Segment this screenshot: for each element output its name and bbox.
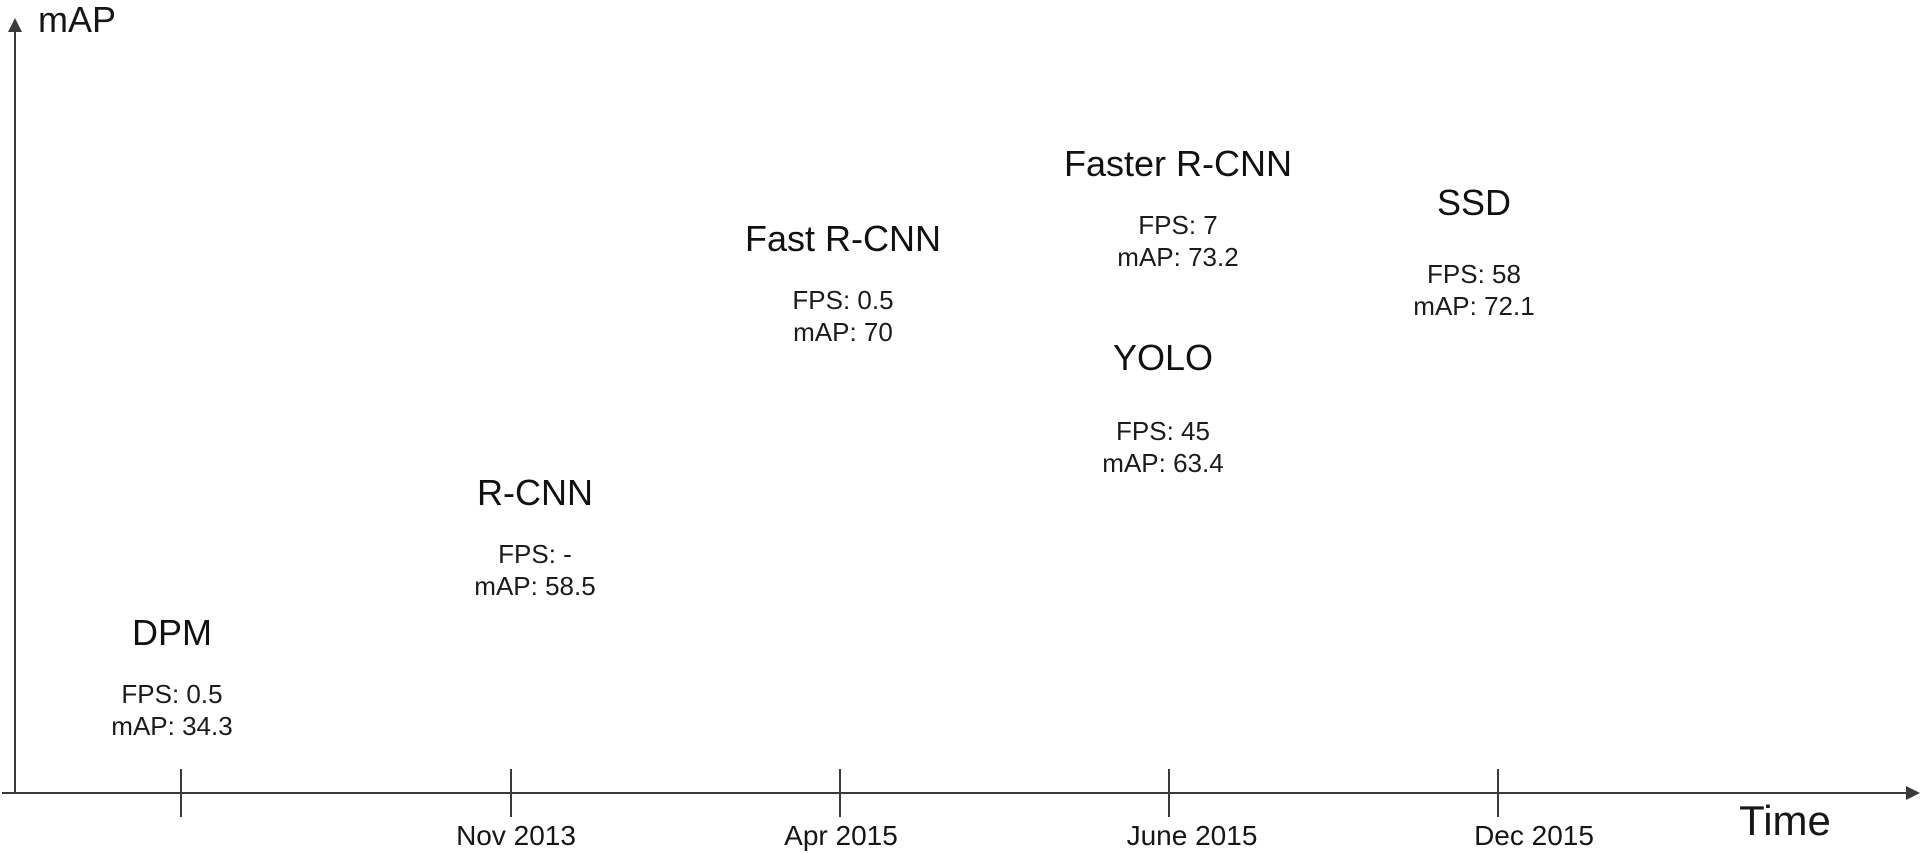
model-map-value: mAP: 34.3 [111,711,233,741]
model-map-value: mAP: 63.4 [1102,448,1224,478]
x-axis-arrow-icon [1906,786,1920,800]
x-tick-label: June 2015 [1126,820,1258,851]
model-annotation-faster-rcnn: Faster R-CNN FPS: 7 mAP: 73.2 [1064,143,1292,273]
model-fps-value: FPS: 7 [1138,210,1218,240]
model-fps-value: FPS: 45 [1116,416,1210,446]
model-fps-value: FPS: 58 [1427,259,1521,289]
model-name: R-CNN [477,472,593,513]
x-tick-label: Nov 2013 [456,820,576,851]
x-axis-tick [1497,769,1499,817]
x-axis-tick [1168,769,1170,817]
y-axis-line [14,30,16,794]
model-name: Faster R-CNN [1063,143,1293,184]
model-annotation-dpm: DPM FPS: 0.5 mAP: 34.3 [111,612,232,742]
x-axis-line [2,792,1908,794]
x-tick-label: Dec 2015 [1474,820,1594,851]
model-fps-value: FPS: 0.5 [121,679,223,709]
model-map-value: mAP: 73.2 [1117,242,1239,272]
model-annotation-rcnn: R-CNN FPS: - mAP: 58.5 [474,472,595,602]
model-map-value: mAP: 72.1 [1413,291,1535,321]
y-axis-label: mAP [38,0,117,40]
model-name: Fast R-CNN [745,218,941,259]
model-fps-value: FPS: 0.5 [792,285,894,315]
model-annotation-ssd: SSD FPS: 58 mAP: 72.1 [1413,182,1534,322]
model-name: DPM [132,612,212,653]
model-name: YOLO [1112,337,1214,378]
model-map-value: mAP: 70 [793,317,893,347]
model-annotation-fast-rcnn: Fast R-CNN FPS: 0.5 mAP: 70 [745,218,941,348]
y-axis-arrow-icon [8,18,22,32]
x-axis-tick [180,769,182,817]
x-axis-tick [839,769,841,817]
model-name: SSD [1436,182,1512,223]
model-map-value: mAP: 58.5 [474,571,596,601]
model-annotation-yolo: YOLO FPS: 45 mAP: 63.4 [1102,337,1223,479]
model-fps-value: FPS: - [498,539,572,569]
x-axis-label: Time [1739,797,1831,844]
x-tick-label: Apr 2015 [784,820,898,851]
x-axis-tick [510,769,512,817]
